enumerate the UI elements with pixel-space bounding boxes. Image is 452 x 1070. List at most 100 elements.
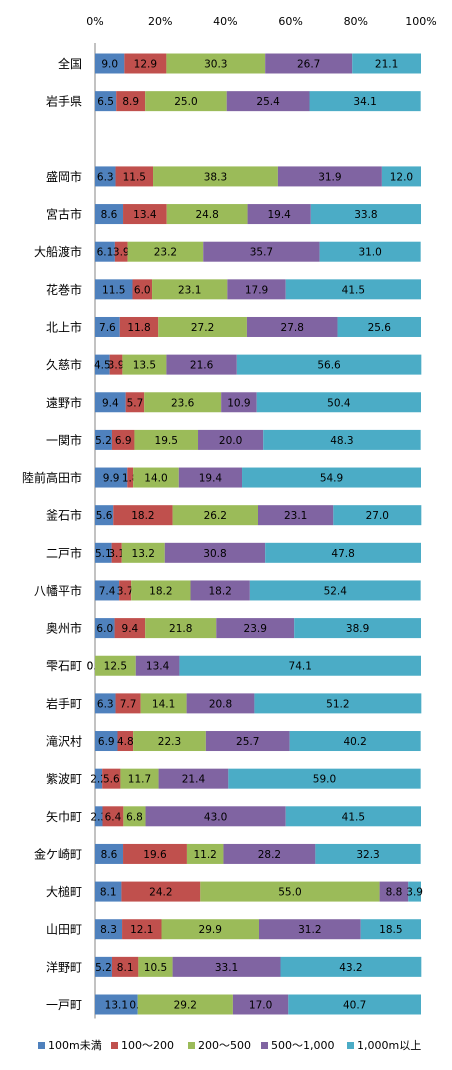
bar-segment: [95, 166, 116, 187]
category-label: 八幡平市: [34, 583, 82, 598]
data-label: 19.6: [143, 849, 167, 861]
bar-segment: [127, 241, 204, 262]
data-label: 25.7: [236, 736, 259, 748]
data-label: 6.9: [115, 435, 132, 447]
data-label: 20.0: [219, 435, 242, 447]
bar-segment: [172, 505, 258, 526]
data-label: 11.5: [123, 171, 146, 183]
bar-segment: [95, 881, 122, 902]
bar-segment: [144, 392, 222, 413]
bar-segment: [254, 693, 422, 714]
bar-segment: [133, 731, 206, 752]
legend-swatch: [38, 1042, 45, 1049]
bar-segment: [102, 768, 121, 789]
bar-segment: [95, 316, 120, 337]
bar-segment: [133, 467, 179, 488]
data-label: 8.8: [386, 887, 403, 899]
data-label: 12.0: [390, 171, 413, 183]
data-label: 28.2: [258, 849, 281, 861]
bar-segment: [95, 806, 103, 827]
data-label: 40.2: [343, 736, 366, 748]
bar-segment: [352, 53, 421, 74]
bar-segment: [227, 279, 286, 300]
data-label: 9.4: [102, 397, 119, 409]
bar-segment: [408, 881, 421, 902]
category-label: 山田町: [46, 923, 82, 937]
data-label: 8.1: [117, 962, 134, 974]
category-label: 久慈市: [46, 357, 82, 372]
data-label: 21.4: [182, 774, 206, 786]
bar-segment: [95, 542, 112, 563]
data-label: 12.9: [134, 59, 157, 71]
data-label: 8.1: [100, 887, 117, 899]
category-label: 岩手県: [46, 94, 82, 109]
data-label: 24.2: [149, 887, 172, 899]
data-label: 10.5: [144, 962, 167, 974]
data-label: 19.4: [267, 209, 291, 221]
bar-segment: [95, 505, 114, 526]
bar-segment: [145, 618, 217, 639]
data-label: 13.1: [105, 1000, 128, 1012]
data-label: 55.0: [278, 887, 301, 899]
data-label: 31.9: [318, 171, 341, 183]
data-label: 9.9: [103, 473, 120, 485]
data-label: 6.3: [97, 698, 114, 710]
category-label: 奥州市: [46, 621, 82, 636]
bar-segment: [236, 354, 422, 375]
data-label: 8.6: [101, 209, 118, 221]
bar-segment: [111, 429, 135, 450]
x-tick-label: 100%: [405, 15, 436, 28]
data-label: 4.8: [117, 736, 134, 748]
bar-segment: [294, 618, 421, 639]
bar-segment: [228, 768, 421, 789]
bar-segment: [186, 693, 255, 714]
bar-segment: [258, 919, 361, 940]
data-label: 41.5: [342, 284, 365, 296]
data-label: 3.9: [406, 887, 423, 899]
data-label: 17.0: [249, 1000, 272, 1012]
data-label: 11.8: [127, 322, 150, 334]
data-label: 50.4: [327, 397, 351, 409]
bar-segment: [115, 693, 141, 714]
data-label: 23.6: [171, 397, 195, 409]
legend-swatch: [347, 1042, 354, 1049]
bar-segment: [122, 919, 162, 940]
bar-segment: [179, 655, 421, 676]
bar-segment: [119, 316, 159, 337]
bar-segment: [95, 354, 110, 375]
data-label: 24.8: [195, 209, 218, 221]
bar-segment: [95, 731, 118, 752]
data-label: 26.2: [204, 510, 227, 522]
category-label: 一関市: [46, 432, 82, 447]
bar-segment: [205, 731, 290, 752]
bar-segment: [153, 166, 278, 187]
category-label: 洋野町: [46, 959, 82, 974]
bar-segment: [127, 467, 134, 488]
bar-segment: [117, 731, 134, 752]
data-label: 54.9: [320, 473, 343, 485]
category-label: 岩手町: [46, 696, 82, 711]
data-label: 18.5: [379, 924, 402, 936]
data-label: 12.5: [104, 661, 127, 673]
data-label: 20.8: [209, 698, 232, 710]
data-label: 5.6: [103, 774, 120, 786]
bar-segment: [145, 806, 286, 827]
bar-segment: [95, 618, 115, 639]
data-label: 4.5: [94, 360, 111, 372]
category-label: 一戸町: [46, 998, 82, 1012]
bar-segment: [263, 429, 421, 450]
legend-label: 100m未満: [48, 1039, 102, 1052]
legend-label: 200～500: [198, 1039, 251, 1052]
category-label: 矢巾町: [46, 810, 82, 824]
data-label: 3.9: [113, 247, 130, 259]
category-label: 雫石町: [46, 659, 82, 673]
bar-segment: [95, 204, 124, 225]
data-label: 7.7: [120, 698, 137, 710]
bar-segment: [121, 542, 165, 563]
bar-segment: [246, 316, 338, 337]
data-label: 12.1: [130, 924, 153, 936]
bar-segment: [95, 768, 103, 789]
data-label: 13.2: [132, 548, 155, 560]
data-label: 6.1: [97, 247, 114, 259]
data-label: 7.4: [99, 585, 116, 597]
